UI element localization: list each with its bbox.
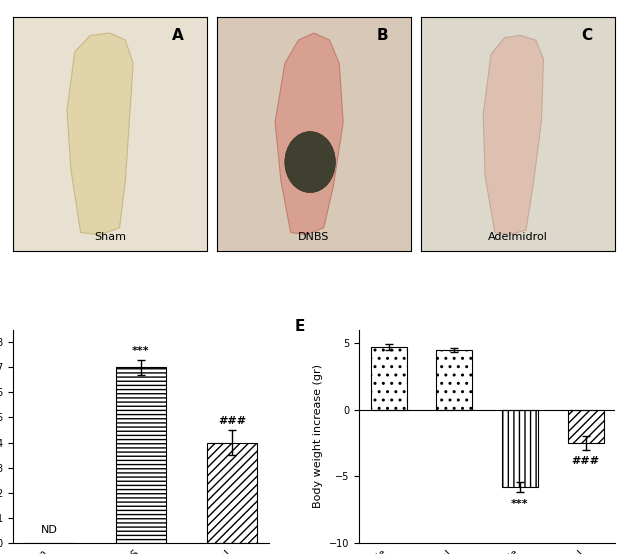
Text: Adelmidrol: Adelmidrol (488, 232, 548, 242)
Text: Sham: Sham (94, 232, 126, 242)
Text: DNBS: DNBS (298, 232, 330, 242)
Text: ***: *** (511, 499, 529, 509)
Text: B: B (376, 28, 388, 43)
Polygon shape (67, 33, 133, 235)
Bar (568, 409, 604, 443)
Text: E: E (295, 319, 305, 334)
Polygon shape (275, 33, 343, 235)
Bar (371, 347, 407, 409)
Bar (207, 443, 257, 543)
Bar (436, 350, 472, 409)
Y-axis label: Body weight increase (gr): Body weight increase (gr) (313, 365, 323, 508)
Bar (502, 409, 538, 487)
Text: C: C (581, 28, 592, 43)
Circle shape (285, 132, 335, 193)
Text: ###: ### (218, 416, 246, 426)
Text: ND: ND (41, 525, 58, 535)
Bar (116, 367, 166, 543)
Text: ###: ### (571, 456, 600, 466)
Text: A: A (172, 28, 184, 43)
Polygon shape (483, 35, 543, 235)
Text: ***: *** (132, 346, 149, 356)
